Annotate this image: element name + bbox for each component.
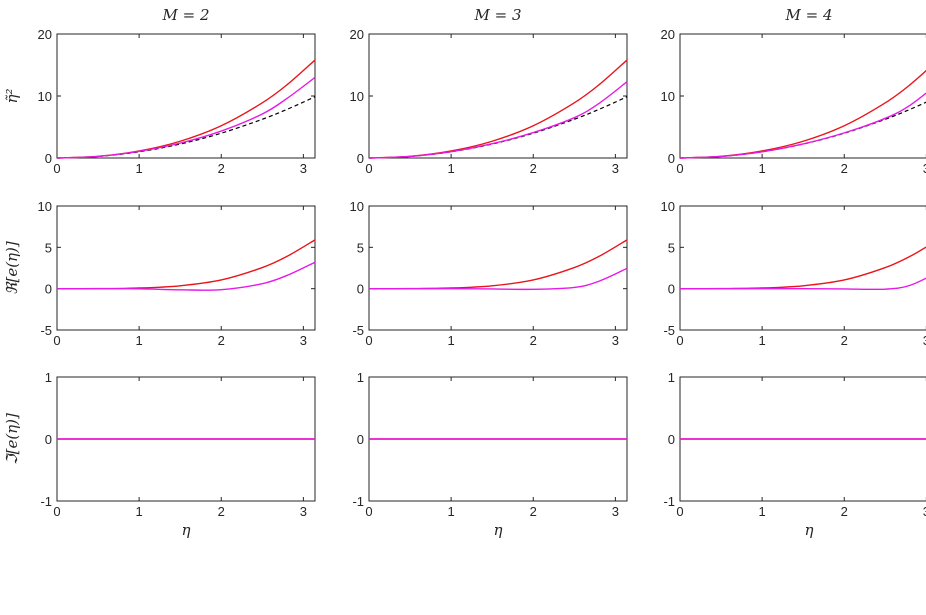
- y-tick-label: 0: [45, 151, 52, 166]
- x-tick-label: 0: [365, 333, 372, 348]
- x-tick-label: 0: [676, 333, 683, 348]
- x-tick-label: 2: [841, 161, 848, 176]
- axes-top-m4: [679, 33, 926, 159]
- x-tick-label: 3: [300, 333, 307, 348]
- y-tick-label: -5: [352, 323, 364, 338]
- x-tick-label: 0: [53, 333, 60, 348]
- x-tick-label: 2: [218, 504, 225, 519]
- axes-middle-m4: [679, 205, 926, 331]
- y-tick-label: 1: [357, 370, 364, 385]
- x-tick-label: 1: [759, 333, 766, 348]
- y-tick-label: -1: [352, 494, 364, 509]
- x-tick-label: 0: [676, 504, 683, 519]
- panel-title-m4: M = 4: [784, 6, 832, 24]
- x-tick-label: 1: [136, 333, 143, 348]
- y-tick-label: 10: [38, 89, 52, 104]
- panel-title-m2: M = 2: [161, 6, 209, 24]
- x-axis-label-m4: η: [805, 521, 814, 539]
- series-magenta-middle-m4: [679, 277, 926, 291]
- x-tick-label: 0: [53, 504, 60, 519]
- y-tick-label: 0: [668, 151, 675, 166]
- x-tick-label: 2: [841, 504, 848, 519]
- x-tick-label: 3: [923, 504, 926, 519]
- y-tick-label: 10: [38, 199, 52, 214]
- y-tick-label: -1: [663, 494, 675, 509]
- series-magenta-middle-m3: [368, 267, 628, 291]
- y-tick-label: 20: [38, 27, 52, 42]
- x-tick-label: 3: [923, 333, 926, 348]
- x-tick-label: 3: [300, 504, 307, 519]
- y-tick-label: 20: [661, 27, 675, 42]
- series-magenta-top-m2: [56, 76, 316, 159]
- y-tick-label: 0: [668, 282, 675, 297]
- x-tick-label: 0: [53, 161, 60, 176]
- y-tick-label: 10: [661, 199, 675, 214]
- panel-title-m3: M = 3: [473, 6, 521, 24]
- x-tick-label: 1: [759, 161, 766, 176]
- y-axis-label-row-1: η̃²: [3, 89, 21, 104]
- x-tick-label: 1: [759, 504, 766, 519]
- y-tick-label: 5: [668, 240, 675, 255]
- y-tick-label: 1: [668, 370, 675, 385]
- y-tick-label: 1: [45, 370, 52, 385]
- x-tick-label: 2: [530, 333, 537, 348]
- y-tick-label: 0: [45, 432, 52, 447]
- x-tick-label: 3: [300, 161, 307, 176]
- x-tick-label: 1: [136, 161, 143, 176]
- x-tick-label: 0: [676, 161, 683, 176]
- y-tick-label: 20: [350, 27, 364, 42]
- x-tick-label: 1: [448, 504, 455, 519]
- y-axis-label-row-2: ℜ[e(η)]: [3, 241, 21, 295]
- y-tick-label: 0: [357, 432, 364, 447]
- x-tick-label: 1: [448, 161, 455, 176]
- x-tick-label: 1: [136, 504, 143, 519]
- y-tick-label: 10: [350, 89, 364, 104]
- x-tick-label: 3: [612, 504, 619, 519]
- y-axis-label-row-3: ℑ[e(η)]: [3, 413, 21, 465]
- x-tick-label: 3: [612, 161, 619, 176]
- series-magenta-top-m3: [368, 81, 628, 159]
- y-tick-label: 0: [357, 151, 364, 166]
- x-tick-label: 3: [923, 161, 926, 176]
- y-tick-label: 0: [45, 282, 52, 297]
- y-tick-label: 0: [357, 282, 364, 297]
- y-tick-label: 10: [661, 89, 675, 104]
- x-tick-label: 2: [218, 161, 225, 176]
- y-tick-label: 10: [350, 199, 364, 214]
- series-magenta-top-m4: [679, 92, 926, 159]
- x-tick-label: 3: [612, 333, 619, 348]
- y-tick-label: 5: [357, 240, 364, 255]
- y-tick-label: 0: [668, 432, 675, 447]
- x-tick-label: 1: [448, 333, 455, 348]
- series-magenta-middle-m2: [56, 261, 316, 291]
- x-tick-label: 2: [841, 333, 848, 348]
- x-tick-label: 2: [530, 504, 537, 519]
- x-tick-label: 2: [530, 161, 537, 176]
- x-axis-label-m3: η: [494, 521, 503, 539]
- y-tick-label: -1: [40, 494, 52, 509]
- axes-middle-m3: [368, 205, 628, 331]
- x-axis-label-m2: η: [182, 521, 191, 539]
- y-tick-label: -5: [663, 323, 675, 338]
- x-tick-label: 0: [365, 161, 372, 176]
- y-tick-label: 5: [45, 240, 52, 255]
- x-tick-label: 2: [218, 333, 225, 348]
- axes-middle-m2: [56, 205, 316, 331]
- x-tick-label: 0: [365, 504, 372, 519]
- y-tick-label: -5: [40, 323, 52, 338]
